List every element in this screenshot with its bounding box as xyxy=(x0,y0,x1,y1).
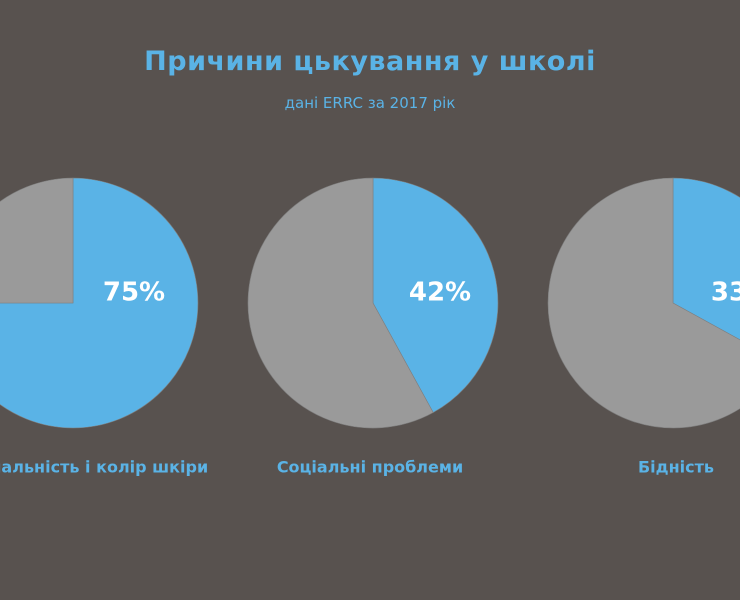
pie-slice-value xyxy=(672,177,740,341)
pie-chart-1: 75% Національність і колір шкіри xyxy=(0,177,208,477)
pie-slice-remainder xyxy=(547,177,740,429)
pie-slice-value xyxy=(372,177,499,413)
pie-value-label: 33% xyxy=(711,278,740,308)
chart-subtitle: дані ERRC за 2017 рік xyxy=(284,94,456,112)
pie-slice-value xyxy=(0,177,199,429)
pie-category-label: Бідність xyxy=(638,458,714,477)
pie-value-label: 42% xyxy=(409,278,471,308)
pie-slice-remainder xyxy=(0,177,74,304)
pie-value-label: 75% xyxy=(103,278,165,308)
pie-chart-3: 33% Бідність xyxy=(547,177,740,477)
pie-category-label: Соціальні проблеми xyxy=(277,458,463,477)
pie-chart-2: 42% Соціальні проблеми xyxy=(247,177,499,477)
pie-slice-remainder xyxy=(247,177,434,429)
chart-title: Причини цькування у школі xyxy=(144,46,596,77)
pie-category-label: Національність і колір шкіри xyxy=(0,458,208,477)
